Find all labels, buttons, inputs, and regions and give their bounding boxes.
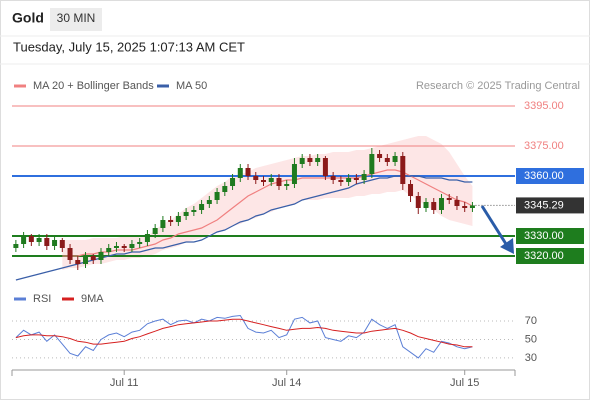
candle-body bbox=[392, 156, 398, 162]
candle-body bbox=[268, 178, 274, 182]
x-tick-label: Jul 11 bbox=[110, 377, 139, 389]
candle-body bbox=[106, 248, 112, 252]
projection-arrow bbox=[480, 205, 508, 245]
candle-body bbox=[175, 216, 181, 222]
candle-body bbox=[152, 228, 158, 234]
candle-body bbox=[98, 252, 104, 260]
candle-body bbox=[384, 158, 390, 162]
interval-tag bbox=[50, 8, 102, 31]
level-label: 3375.00 bbox=[524, 140, 564, 152]
level-label: 3320.00 bbox=[524, 250, 564, 262]
projection-arrowhead bbox=[500, 238, 514, 254]
candle-body bbox=[121, 246, 127, 248]
candle-body bbox=[214, 192, 220, 200]
candle-body bbox=[462, 206, 468, 208]
candle-body bbox=[28, 236, 34, 242]
candle-body bbox=[44, 238, 50, 246]
level-label-box bbox=[516, 228, 584, 244]
level-label-box bbox=[516, 248, 584, 264]
candle-body bbox=[454, 200, 460, 206]
y-tick-label: 70 bbox=[525, 315, 537, 327]
level-label: 3360.00 bbox=[524, 170, 564, 182]
candle-body bbox=[415, 196, 421, 208]
candle-body bbox=[160, 220, 166, 228]
candle-body bbox=[338, 180, 344, 182]
candle-body bbox=[129, 244, 135, 248]
x-tick-label: Jul 15 bbox=[450, 377, 479, 389]
last-price-label: 3345.29 bbox=[524, 199, 564, 211]
y-tick-label: 30 bbox=[525, 352, 537, 364]
candle-body bbox=[230, 178, 236, 186]
legend-label: MA 50 bbox=[176, 80, 207, 92]
candle-body bbox=[322, 158, 328, 176]
candle-body bbox=[400, 156, 406, 184]
credit: Research © 2025 Trading Central bbox=[416, 80, 580, 92]
candle-body bbox=[438, 198, 444, 210]
timestamp: Tuesday, July 15, 2025 1:07:13 AM CET bbox=[13, 39, 245, 54]
level-label: 3330.00 bbox=[524, 230, 564, 242]
legend-label: 9MA bbox=[81, 293, 104, 305]
candle-body bbox=[137, 242, 143, 244]
candle-body bbox=[21, 236, 27, 244]
last-price-box bbox=[516, 197, 584, 214]
candle-body bbox=[206, 200, 212, 204]
candle-body bbox=[199, 204, 205, 210]
candle-body bbox=[431, 202, 437, 210]
candle-body bbox=[13, 244, 19, 248]
candle-body bbox=[144, 234, 150, 242]
candle-body bbox=[52, 240, 58, 246]
candle-body bbox=[299, 158, 305, 164]
candle-body bbox=[253, 176, 259, 180]
x-tick-label: Jul 14 bbox=[272, 377, 301, 389]
candle-body bbox=[75, 260, 81, 264]
candle-body bbox=[353, 178, 359, 180]
candle-body bbox=[168, 220, 174, 222]
candle-body bbox=[315, 158, 321, 162]
y-tick-label: 50 bbox=[525, 333, 537, 345]
candle-body bbox=[361, 174, 367, 180]
legend-label: MA 20 + Bollinger Bands bbox=[33, 80, 154, 92]
interval: 30 MIN bbox=[57, 11, 96, 25]
candle-body bbox=[90, 256, 96, 260]
candle-body bbox=[59, 240, 65, 248]
candle-body bbox=[113, 246, 119, 248]
candle-body bbox=[284, 184, 290, 186]
candle-body bbox=[330, 176, 336, 180]
level-label-box bbox=[516, 168, 584, 184]
candle-body bbox=[307, 158, 313, 162]
candle-body bbox=[408, 184, 414, 196]
candle-body bbox=[67, 248, 73, 260]
candle-body bbox=[245, 168, 251, 176]
candle-body bbox=[222, 186, 228, 192]
candle-body bbox=[469, 205, 475, 208]
ma-line bbox=[15, 175, 473, 281]
candle-body bbox=[183, 212, 189, 216]
candle-body bbox=[191, 210, 197, 212]
candle-body bbox=[237, 168, 243, 178]
level-label: 3395.00 bbox=[524, 100, 564, 112]
rsi-line bbox=[15, 318, 473, 348]
candle-body bbox=[423, 202, 429, 208]
candle-body bbox=[291, 164, 297, 184]
candle-body bbox=[369, 154, 375, 174]
symbol: Gold bbox=[12, 10, 44, 26]
candle-body bbox=[83, 256, 89, 264]
candle-body bbox=[36, 238, 42, 242]
candle-body bbox=[346, 178, 352, 182]
candle-body bbox=[377, 154, 383, 158]
candle-body bbox=[446, 198, 452, 200]
candle-body bbox=[261, 180, 266, 182]
legend-label: RSI bbox=[33, 293, 51, 305]
candle-body bbox=[276, 178, 282, 186]
